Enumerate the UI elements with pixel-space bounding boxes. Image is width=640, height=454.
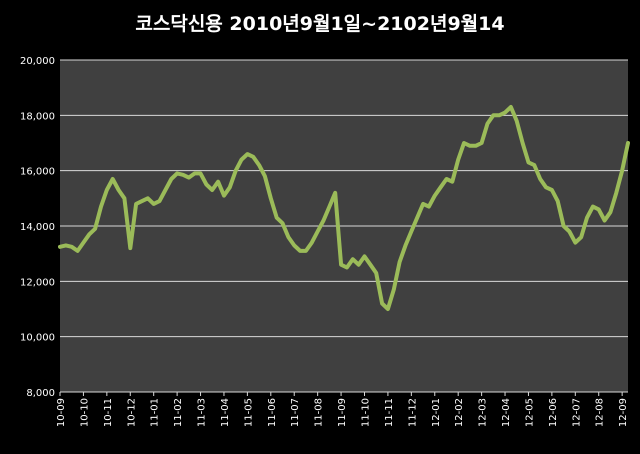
x-tick-label: 10-10 xyxy=(79,398,90,427)
y-tick-label: 18,000 xyxy=(20,111,55,122)
x-tick-label: 11-11 xyxy=(384,398,395,427)
x-tick-label: 10-12 xyxy=(126,398,137,427)
x-tick-label: 12-06 xyxy=(548,398,559,427)
x-tick-label: 10-11 xyxy=(103,398,114,427)
x-tick-label: 12-03 xyxy=(478,398,489,427)
y-tick-label: 14,000 xyxy=(20,222,55,233)
x-tick-label: 11-12 xyxy=(407,398,418,427)
y-tick-label: 10,000 xyxy=(20,333,55,344)
y-tick-label: 8,000 xyxy=(26,388,55,399)
x-tick-label: 12-04 xyxy=(501,398,512,427)
x-tick-label: 11-07 xyxy=(290,398,301,427)
y-tick-label: 20,000 xyxy=(20,56,55,67)
x-tick-label: 11-01 xyxy=(150,398,161,427)
x-tick-label: 11-10 xyxy=(360,398,371,427)
x-tick-label: 11-05 xyxy=(243,398,254,427)
y-tick-label: 16,000 xyxy=(20,167,55,178)
data-line xyxy=(58,105,630,311)
x-tick-label: 11-09 xyxy=(337,398,348,427)
x-tick-label: 12-05 xyxy=(524,398,535,427)
y-tick-label: 12,000 xyxy=(20,277,55,288)
x-tick-label: 11-08 xyxy=(314,398,325,427)
x-tick-label: 12-01 xyxy=(431,398,442,427)
x-tick-label: 10-09 xyxy=(56,398,67,427)
x-tick-label: 11-04 xyxy=(220,398,231,427)
chart-title: 코스닥신용 2010년9월1일~2102년9월14 xyxy=(135,13,504,35)
x-tick-label: 12-09 xyxy=(618,398,629,427)
x-tick-label: 11-03 xyxy=(197,398,208,427)
x-tick-label: 11-06 xyxy=(267,398,278,427)
x-tick-label: 12-02 xyxy=(454,398,465,427)
x-tick-label: 12-08 xyxy=(595,398,606,427)
x-tick-label: 11-02 xyxy=(173,398,184,427)
x-tick-label: 12-07 xyxy=(571,398,582,427)
